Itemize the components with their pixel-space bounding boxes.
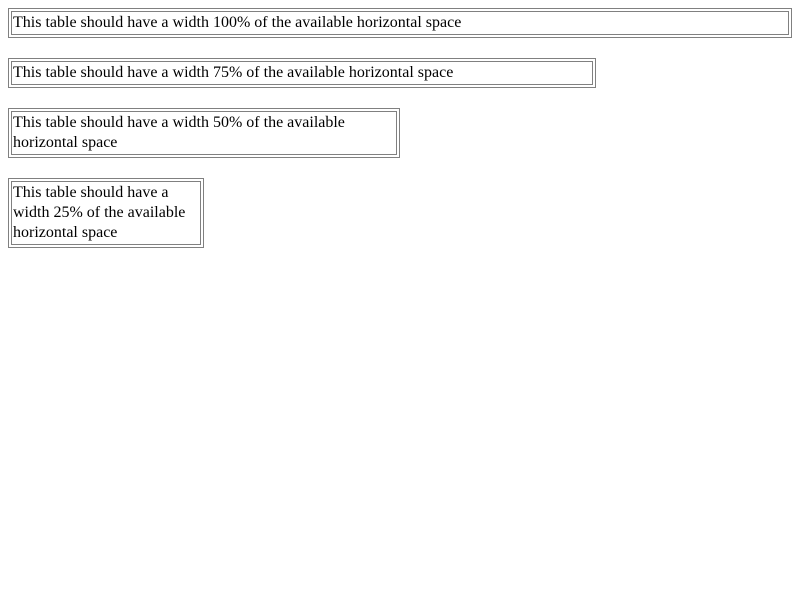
table-cell-100: This table should have a width 100% of t… [11, 11, 789, 35]
table-cell-75: This table should have a width 75% of th… [11, 61, 593, 85]
table-cell-50: This table should have a width 50% of th… [11, 111, 397, 155]
table-width-50: This table should have a width 50% of th… [8, 108, 400, 158]
table-width-100: This table should have a width 100% of t… [8, 8, 792, 38]
table-width-75: This table should have a width 75% of th… [8, 58, 596, 88]
table-cell-25: This table should have a width 25% of th… [11, 181, 201, 245]
table-width-25: This table should have a width 25% of th… [8, 178, 204, 248]
